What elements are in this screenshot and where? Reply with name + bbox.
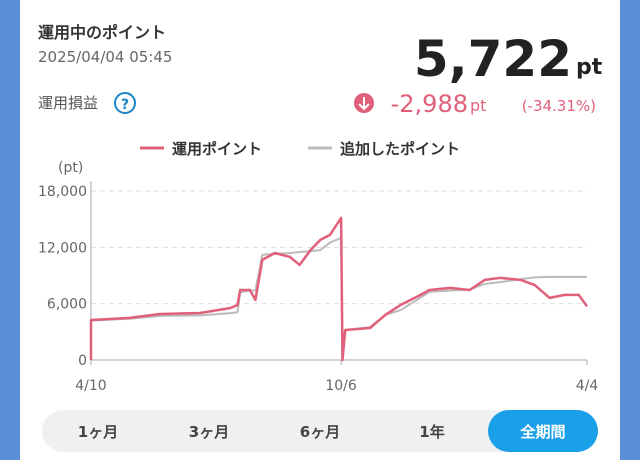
tab-label[interactable]: 全期間 [519, 423, 565, 441]
timestamp: 2025/04/04 05:45 [38, 48, 172, 66]
tab-label[interactable]: 6ヶ月 [300, 423, 340, 441]
tab-bar [42, 410, 598, 452]
tab-selected[interactable] [488, 410, 598, 452]
title: 運用中のポイント [38, 23, 166, 42]
profit-label: 運用損益 [38, 94, 98, 112]
points: 5,722 [414, 30, 572, 88]
profit-unit: pt [470, 96, 486, 115]
tab-label[interactable]: 1年 [419, 423, 444, 441]
y-tick-label: 12,000 [38, 240, 87, 256]
x-tick-label: 4/10 [75, 378, 106, 394]
y-tick-label: 0 [78, 353, 87, 369]
profit-rate: (-34.31%) [522, 97, 596, 115]
y-tick-label: 18,000 [38, 184, 87, 200]
series-line [89, 216, 589, 362]
x-tick-label: 10/6 [325, 378, 357, 394]
x-tick-label: 4/4 [576, 378, 599, 394]
down-arrow [358, 97, 370, 111]
tab-label[interactable]: 3ヶ月 [189, 423, 229, 441]
legend-label: 運用ポイント [172, 140, 262, 158]
points-unit: pt [576, 55, 603, 80]
help-icon[interactable] [114, 92, 136, 114]
legend-label: 追加したポイント [340, 140, 460, 158]
profit: -2,988 [391, 90, 468, 118]
card [20, 0, 620, 460]
y-axis-label: (pt) [58, 160, 83, 176]
help-icon-text[interactable]: ? [121, 97, 129, 113]
tab-label[interactable]: 1ヶ月 [78, 423, 118, 441]
y-tick-label: 6,000 [47, 297, 87, 313]
